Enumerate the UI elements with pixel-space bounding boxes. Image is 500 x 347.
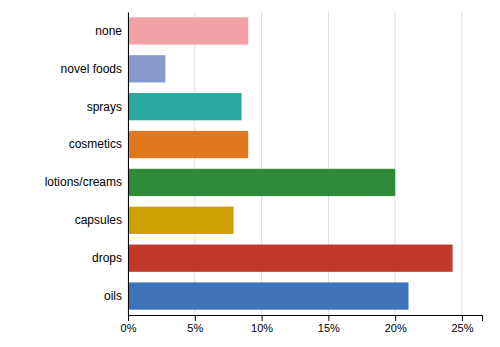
tick: cosmetics [69,137,122,151]
bar [128,55,165,82]
tick-label: 0% [121,322,137,334]
tick-label: drops [92,251,122,265]
tick: none [95,24,122,38]
tick-label: sprays [87,100,122,114]
tick: sprays [87,100,122,114]
category-axis: oils drops capsules lotions/creams cosmetics… [45,13,129,316]
chart-svg: 0% 5% 10% 15% 20% 25% oils drops capsules lotions… [0,0,500,347]
grid [128,12,462,315]
tick: lotions/creams [45,175,122,189]
grid-line [128,12,129,315]
tick: 15% [318,315,340,334]
tick-mark [195,315,196,321]
tick-label: novel foods [61,62,122,76]
bar [128,17,248,44]
tick-label: 20% [385,322,407,334]
tick-label: oils [104,289,122,303]
tick-label: 25% [451,322,473,334]
bar [128,245,453,272]
tick: 20% [385,315,407,334]
tick-mark [262,315,263,321]
tick-label: 15% [318,322,340,334]
tick: 10% [251,315,273,334]
tick-mark [128,315,129,321]
tick-label: 10% [251,322,273,334]
tick-label: none [95,24,122,38]
value-axis: 0% 5% 10% 15% 20% 25% [121,315,483,334]
tick: 25% [451,315,473,334]
tick-mark [395,315,396,321]
bar [128,131,248,158]
axis-line [129,316,483,322]
chart-container: 0% 5% 10% 15% 20% 25% oils drops capsules lotions… [0,0,500,347]
bar [128,282,409,309]
tick: oils [104,289,122,303]
bar [128,93,242,120]
bar [128,169,395,196]
tick-label: cosmetics [69,137,122,151]
plot-area: 0% 5% 10% 15% 20% 25% oils drops capsules lotions… [45,12,483,334]
bar [128,207,234,234]
tick: capsules [75,213,122,227]
tick: 5% [187,315,203,334]
grid-line [461,12,462,315]
tick-mark [328,315,329,321]
tick-label: lotions/creams [45,175,122,189]
tick-label: 5% [187,322,203,334]
tick-mark [462,315,463,321]
tick: drops [92,251,122,265]
axis-line [128,13,129,316]
tick: 0% [121,315,137,334]
tick-label: capsules [75,213,122,227]
bars [128,17,453,309]
tick: novel foods [61,62,122,76]
